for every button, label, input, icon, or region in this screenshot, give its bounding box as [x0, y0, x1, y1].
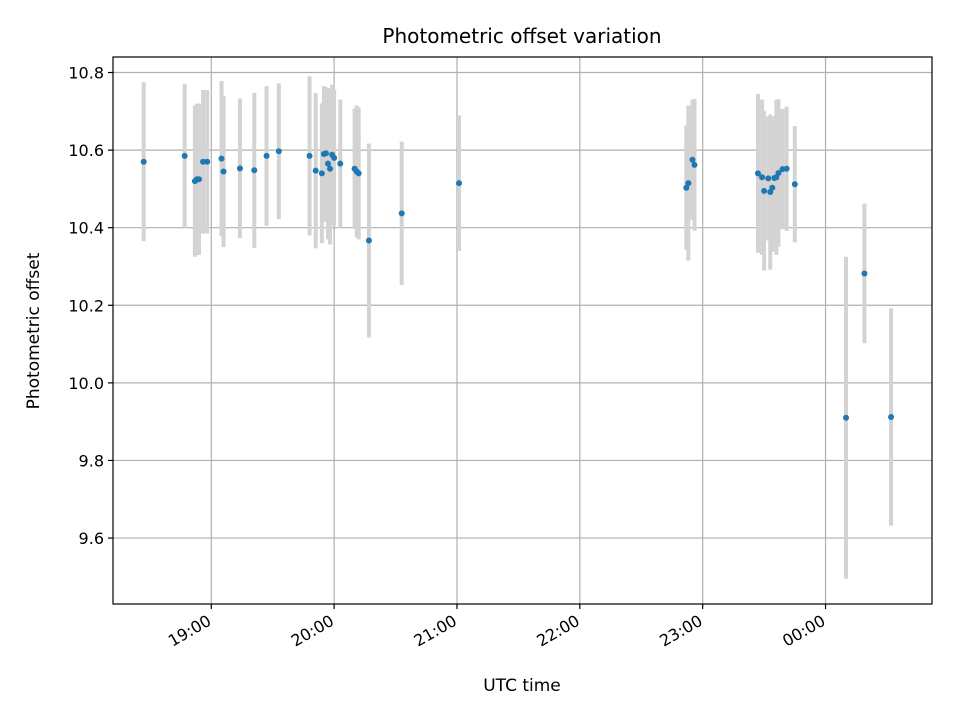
data-point	[331, 154, 338, 161]
data-point	[195, 176, 202, 183]
x-axis-label: UTC time	[483, 676, 561, 696]
data-point	[769, 184, 776, 191]
chart-title: Photometric offset variation	[382, 24, 661, 48]
data-point	[218, 155, 225, 162]
data-point	[759, 174, 766, 181]
y-tick-label: 10.2	[68, 296, 104, 315]
data-point	[888, 414, 895, 421]
data-point	[765, 175, 772, 182]
y-tick-label: 9.6	[79, 529, 104, 548]
data-point	[306, 152, 313, 159]
data-point	[140, 158, 147, 165]
data-point	[691, 161, 698, 168]
data-point	[263, 152, 270, 159]
y-tick-label: 10.0	[68, 374, 104, 393]
data-point	[236, 165, 243, 172]
data-point	[275, 148, 282, 155]
y-tick-label: 9.8	[79, 451, 104, 470]
data-point	[204, 158, 211, 165]
data-points	[140, 148, 895, 421]
data-point	[791, 181, 798, 188]
y-tick-label: 10.6	[68, 141, 104, 160]
data-point	[355, 170, 362, 177]
data-point	[456, 180, 463, 187]
data-point	[337, 160, 344, 167]
data-point	[761, 187, 768, 194]
y-tick-label: 10.8	[68, 64, 104, 83]
data-point	[843, 414, 850, 421]
data-point	[324, 160, 331, 167]
data-point	[683, 184, 690, 191]
data-point	[398, 210, 405, 217]
data-point	[251, 167, 258, 174]
data-point	[365, 237, 372, 244]
y-tick-label: 10.4	[68, 219, 104, 238]
data-point	[861, 270, 868, 277]
data-point	[181, 152, 188, 159]
data-point	[220, 168, 227, 175]
data-point	[327, 165, 334, 172]
data-point	[318, 170, 325, 177]
y-axis-label: Photometric offset	[24, 252, 44, 409]
data-point	[754, 170, 761, 177]
data-point	[322, 150, 329, 157]
y-axis: 9.6 9.8 10.0 10.2 10.4 10.6 10.8	[68, 64, 113, 548]
data-point	[685, 180, 692, 187]
plot-frame	[112, 56, 933, 605]
data-point	[775, 169, 782, 176]
data-point	[312, 167, 319, 174]
data-point	[689, 156, 696, 163]
data-point	[783, 165, 790, 172]
